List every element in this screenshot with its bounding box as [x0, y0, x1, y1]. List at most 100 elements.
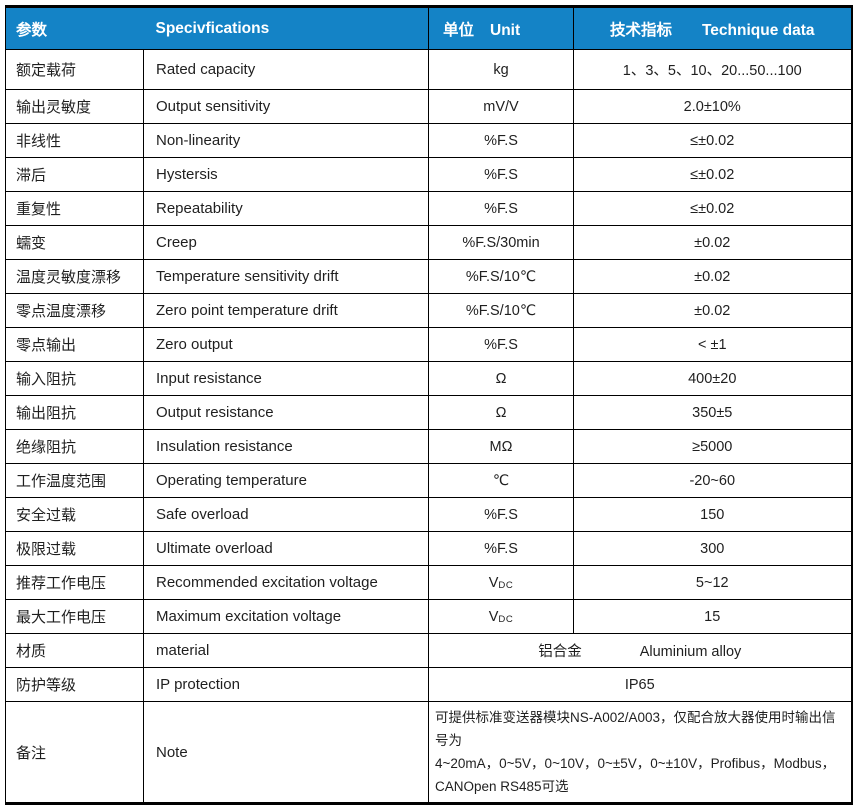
cell-param: 防护等级 [5, 667, 144, 702]
header-unit-zh: 单位 [443, 21, 475, 39]
cell-spec: Non-linearity [143, 123, 429, 158]
cell-value: ±0.02 [573, 225, 852, 260]
cell-param: 零点输出 [5, 327, 144, 362]
table-row: 零点温度漂移 Zero point temperature drift %F.S/1… [5, 293, 852, 328]
cell-spec: Maximum excitation voltage [143, 599, 429, 634]
cell-unit: %F.S [428, 327, 574, 362]
header-data-en: Technique data [701, 21, 815, 39]
cell-unit: VDC [428, 565, 574, 600]
cell-value: 2.0±10% [573, 89, 852, 124]
header-unit: 单位 Unit [428, 6, 574, 50]
cell-value: ±0.02 [573, 259, 852, 294]
cell-value: -20~60 [573, 463, 852, 498]
cell-unit: ℃ [428, 463, 574, 498]
table-body: 额定载荷 Rated capacity kg 1、3、5、10、20...50...1… [5, 49, 852, 804]
cell-param: 蠕变 [5, 225, 144, 260]
cell-param: 推荐工作电压 [5, 565, 144, 600]
table-row: 零点输出 Zero output %F.S < ±1 [5, 327, 852, 362]
table-row: 滞后 Hystersis %F.S ≤±0.02 [5, 157, 852, 192]
cell-param: 温度灵敏度漂移 [5, 259, 144, 294]
cell-unit: kg [428, 49, 574, 90]
cell-value: ≤±0.02 [573, 191, 852, 226]
cell-param: 绝缘阻抗 [5, 429, 144, 464]
cell-param: 极限过载 [5, 531, 144, 566]
cell-spec: Note [143, 701, 429, 804]
cell-param: 非线性 [5, 123, 144, 158]
unit-subscript: DC [498, 613, 514, 625]
cell-spec: Output sensitivity [143, 89, 429, 124]
table-row: 重复性 Repeatability %F.S ≤±0.02 [5, 191, 852, 226]
header-specifications: Specivfications [143, 6, 429, 50]
cell-value: ≥5000 [573, 429, 852, 464]
cell-param: 安全过载 [5, 497, 144, 532]
cell-spec: Ultimate overload [143, 531, 429, 566]
cell-value: 5~12 [573, 565, 852, 600]
table-row: 工作温度范围 Operating temperature ℃ -20~60 [5, 463, 852, 498]
cell-spec: Temperature sensitivity drift [143, 259, 429, 294]
header-unit-en: Unit [490, 21, 521, 39]
table-header: 参数 Specivfications 单位 Unit 技术指标 Technique … [5, 6, 852, 50]
table-row: 最大工作电压 Maximum excitation voltage VDC 15 [5, 599, 852, 634]
cell-param: 备注 [5, 701, 144, 804]
cell-value: 300 [573, 531, 852, 566]
cell-param: 重复性 [5, 191, 144, 226]
header-param-zh: 参数 [16, 21, 48, 39]
cell-value: 1、3、5、10、20...50...100 [573, 49, 852, 90]
cell-spec: Insulation resistance [143, 429, 429, 464]
cell-unit: %F.S/30min [428, 225, 574, 260]
cell-unit: %F.S/10℃ [428, 259, 574, 294]
cell-param: 额定载荷 [5, 49, 144, 90]
cell-param: 材质 [5, 633, 144, 668]
cell-value: ≤±0.02 [573, 123, 852, 158]
table-row: 输入阻抗 Input resistance Ω 400±20 [5, 361, 852, 396]
cell-param: 工作温度范围 [5, 463, 144, 498]
cell-spec: Input resistance [143, 361, 429, 396]
cell-spec: Recommended excitation voltage [143, 565, 429, 600]
cell-value: 400±20 [573, 361, 852, 396]
value-zh: 铝合金 [538, 644, 582, 660]
cell-unit: %F.S [428, 123, 574, 158]
cell-spec: Creep [143, 225, 429, 260]
cell-spec: Safe overload [143, 497, 429, 532]
cell-value: 350±5 [573, 395, 852, 430]
table-row: 输出阻抗 Output resistance Ω 350±5 [5, 395, 852, 430]
unit-main: V [488, 608, 499, 625]
cell-param: 滞后 [5, 157, 144, 192]
unit-main: V [488, 574, 499, 591]
cell-param: 输入阻抗 [5, 361, 144, 396]
table-row: 安全过载 Safe overload %F.S 150 [5, 497, 852, 532]
cell-value: ≤±0.02 [573, 157, 852, 192]
cell-spec: Rated capacity [143, 49, 429, 90]
table-row: 输出灵敏度 Output sensitivity mV/V 2.0±10% [5, 89, 852, 124]
cell-spec: Repeatability [143, 191, 429, 226]
table-row: 防护等级 IP protection IP65 [5, 667, 852, 702]
cell-unit: MΩ [428, 429, 574, 464]
header-row: 参数 Specivfications 单位 Unit 技术指标 Technique … [5, 6, 852, 50]
cell-spec: Zero output [143, 327, 429, 362]
cell-spec: IP protection [143, 667, 429, 702]
cell-unit: Ω [428, 395, 574, 430]
cell-merged-value: IP65 [428, 667, 852, 702]
table-row: 备注 Note 可提供标准变送器模块NS-A002/A003，仅配合放大器使用时输出… [5, 701, 852, 804]
header-spec-en: Specivfications [155, 19, 270, 37]
cell-value: < ±1 [573, 327, 852, 362]
header-param: 参数 [5, 6, 144, 50]
cell-unit: Ω [428, 361, 574, 396]
cell-unit: mV/V [428, 89, 574, 124]
table-row: 蠕变 Creep %F.S/30min ±0.02 [5, 225, 852, 260]
cell-spec: Zero point temperature drift [143, 293, 429, 328]
table-row: 极限过载 Ultimate overload %F.S 300 [5, 531, 852, 566]
cell-unit: %F.S [428, 497, 574, 532]
cell-param: 最大工作电压 [5, 599, 144, 634]
table-row: 额定载荷 Rated capacity kg 1、3、5、10、20...50...1… [5, 49, 852, 90]
cell-unit: %F.S [428, 531, 574, 566]
cell-param: 零点温度漂移 [5, 293, 144, 328]
header-data-zh: 技术指标 [609, 21, 672, 39]
cell-spec: Hystersis [143, 157, 429, 192]
table-row: 非线性 Non-linearity %F.S ≤±0.02 [5, 123, 852, 158]
cell-value: ±0.02 [573, 293, 852, 328]
cell-unit: %F.S [428, 191, 574, 226]
spec-table: 参数 Specivfications 单位 Unit 技术指标 Technique … [5, 5, 853, 805]
table-row: 推荐工作电压 Recommended excitation voltage VDC 5… [5, 565, 852, 600]
